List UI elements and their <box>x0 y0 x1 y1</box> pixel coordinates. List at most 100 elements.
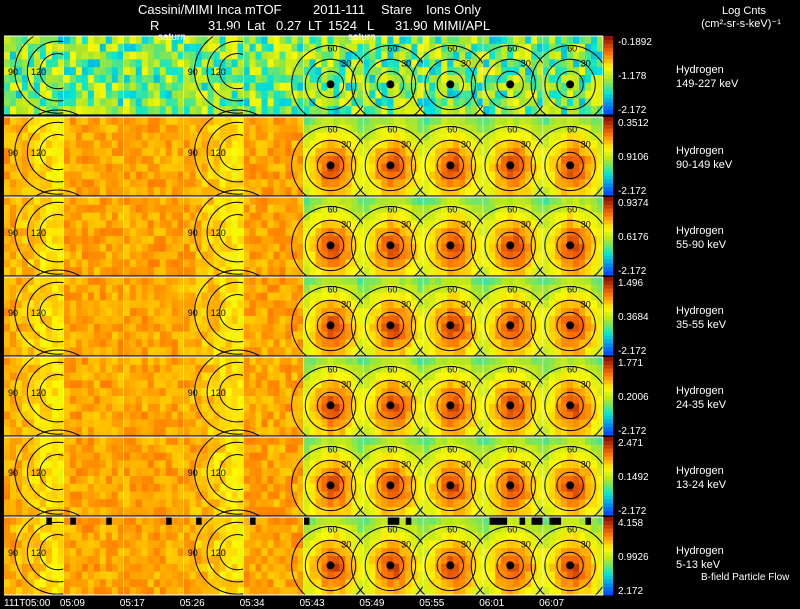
heatmap-cell <box>393 267 400 276</box>
heatmap-cell <box>27 179 35 188</box>
heatmap-cell <box>393 36 400 45</box>
heatmap-cell <box>339 259 346 268</box>
heatmap-cell <box>417 124 424 133</box>
heatmap-cell <box>471 43 478 52</box>
heatmap-cell <box>147 124 155 133</box>
heatmap-cell <box>195 179 203 188</box>
heatmap-cell <box>69 171 77 180</box>
heatmap-cell <box>489 284 496 293</box>
heatmap-cell <box>387 220 394 229</box>
heatmap-cell <box>543 59 550 68</box>
heatmap-cell <box>357 364 364 373</box>
heatmap-cell <box>249 284 256 293</box>
heatmap-cell <box>483 132 490 141</box>
heatmap-cell <box>39 339 47 348</box>
heatmap-cell <box>171 243 179 252</box>
heatmap-cell <box>279 243 286 252</box>
heatmap-cell <box>303 300 310 309</box>
heatmap-cell <box>357 187 364 196</box>
heatmap-cell <box>579 59 586 68</box>
heatmap-cell <box>597 140 604 149</box>
heatmap-cell <box>381 308 388 317</box>
heatmap-cell <box>69 59 77 68</box>
heatmap-cell <box>213 106 221 115</box>
heatmap-cell <box>303 179 310 188</box>
heatmap-cell <box>513 228 520 237</box>
heatmap-cell <box>405 347 412 356</box>
heatmap-cell <box>15 228 23 237</box>
heatmap-cell <box>153 197 161 206</box>
heatmap-cell <box>543 228 550 237</box>
heatmap-cell <box>63 156 71 165</box>
heatmap-cell <box>45 124 53 133</box>
heatmap-cell <box>21 331 29 340</box>
heatmap-cell <box>75 357 83 366</box>
heatmap-cell <box>81 59 89 68</box>
heatmap-cell <box>153 339 161 348</box>
heatmap-cell <box>597 132 604 141</box>
heatmap-cell <box>375 380 382 389</box>
heatmap-cell <box>207 82 215 91</box>
heatmap-cell <box>495 187 502 196</box>
heatmap-cell <box>219 419 227 428</box>
colorbar-segment <box>604 179 613 184</box>
heatmap-cell <box>393 59 400 68</box>
heatmap-cell <box>309 75 316 84</box>
heatmap-cell <box>315 357 322 366</box>
heatmap-cell <box>195 347 203 356</box>
heatmap-cell <box>231 228 239 237</box>
heatmap-cell <box>453 251 460 260</box>
heatmap-cell <box>63 251 71 260</box>
heatmap-cell <box>267 204 274 213</box>
heatmap-cell <box>249 59 256 68</box>
heatmap-cell <box>189 388 197 397</box>
heatmap-cell <box>87 277 95 286</box>
heatmap-cell <box>189 156 197 165</box>
heatmap-cell <box>435 243 442 252</box>
heatmap-cell <box>567 267 574 276</box>
heatmap-cell <box>489 59 496 68</box>
heatmap-cell <box>567 339 574 348</box>
heatmap-cell <box>237 339 244 348</box>
contour-line <box>316 311 345 340</box>
heatmap-cell <box>237 277 244 286</box>
heatmap-cell <box>87 75 95 84</box>
heatmap-cell <box>585 300 592 309</box>
heatmap-cell <box>69 251 77 260</box>
heatmap-cell <box>219 364 227 373</box>
heatmap-cell <box>135 236 143 245</box>
heatmap-cell <box>357 251 364 260</box>
saturn-marker <box>446 241 455 250</box>
heatmap-cell <box>189 419 197 428</box>
heatmap-cell <box>405 148 412 157</box>
heatmap-cell <box>435 308 442 317</box>
heatmap-cell <box>231 347 239 356</box>
heatmap-cell <box>9 316 17 325</box>
heatmap-cell <box>453 277 460 286</box>
heatmap-cell <box>255 364 262 373</box>
heatmap-cell <box>453 220 460 229</box>
heatmap-cell <box>255 90 262 99</box>
heatmap-cell <box>585 36 592 45</box>
heatmap-cell <box>345 364 352 373</box>
heatmap-cell <box>93 277 101 286</box>
heatmap-cell <box>183 277 191 286</box>
heatmap-cell <box>345 43 352 52</box>
heatmap-cell <box>243 75 250 84</box>
heatmap-cell <box>519 36 526 45</box>
heatmap-cell <box>81 403 89 412</box>
heatmap-cell <box>129 372 137 381</box>
heatmap-cell <box>69 140 77 149</box>
heatmap-cell <box>267 117 274 126</box>
heatmap-cell <box>393 331 400 340</box>
heatmap-cell <box>201 148 209 157</box>
heatmap-cell <box>135 140 143 149</box>
heatmap-cell <box>519 251 526 260</box>
heatmap-cell <box>435 220 442 229</box>
heatmap-cell <box>429 197 436 206</box>
heatmap-cell <box>159 106 167 115</box>
heatmap-cell <box>351 220 358 229</box>
heatmap-cell <box>9 364 17 373</box>
heatmap-cell <box>357 323 364 332</box>
heatmap-cell <box>381 197 388 206</box>
